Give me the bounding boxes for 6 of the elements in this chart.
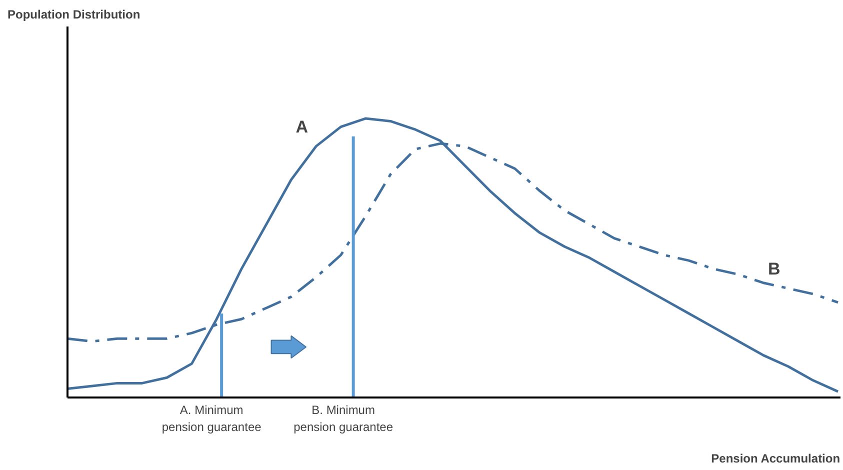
series-label: B — [768, 259, 780, 278]
x-axis-title: Pension Accumulation — [711, 452, 840, 466]
series-label: A — [296, 117, 308, 136]
text: A. Minimum pension guarantee — [162, 403, 262, 434]
text: Population Distribution — [8, 8, 140, 22]
text: B. Minimum pension guarantee — [294, 403, 394, 434]
